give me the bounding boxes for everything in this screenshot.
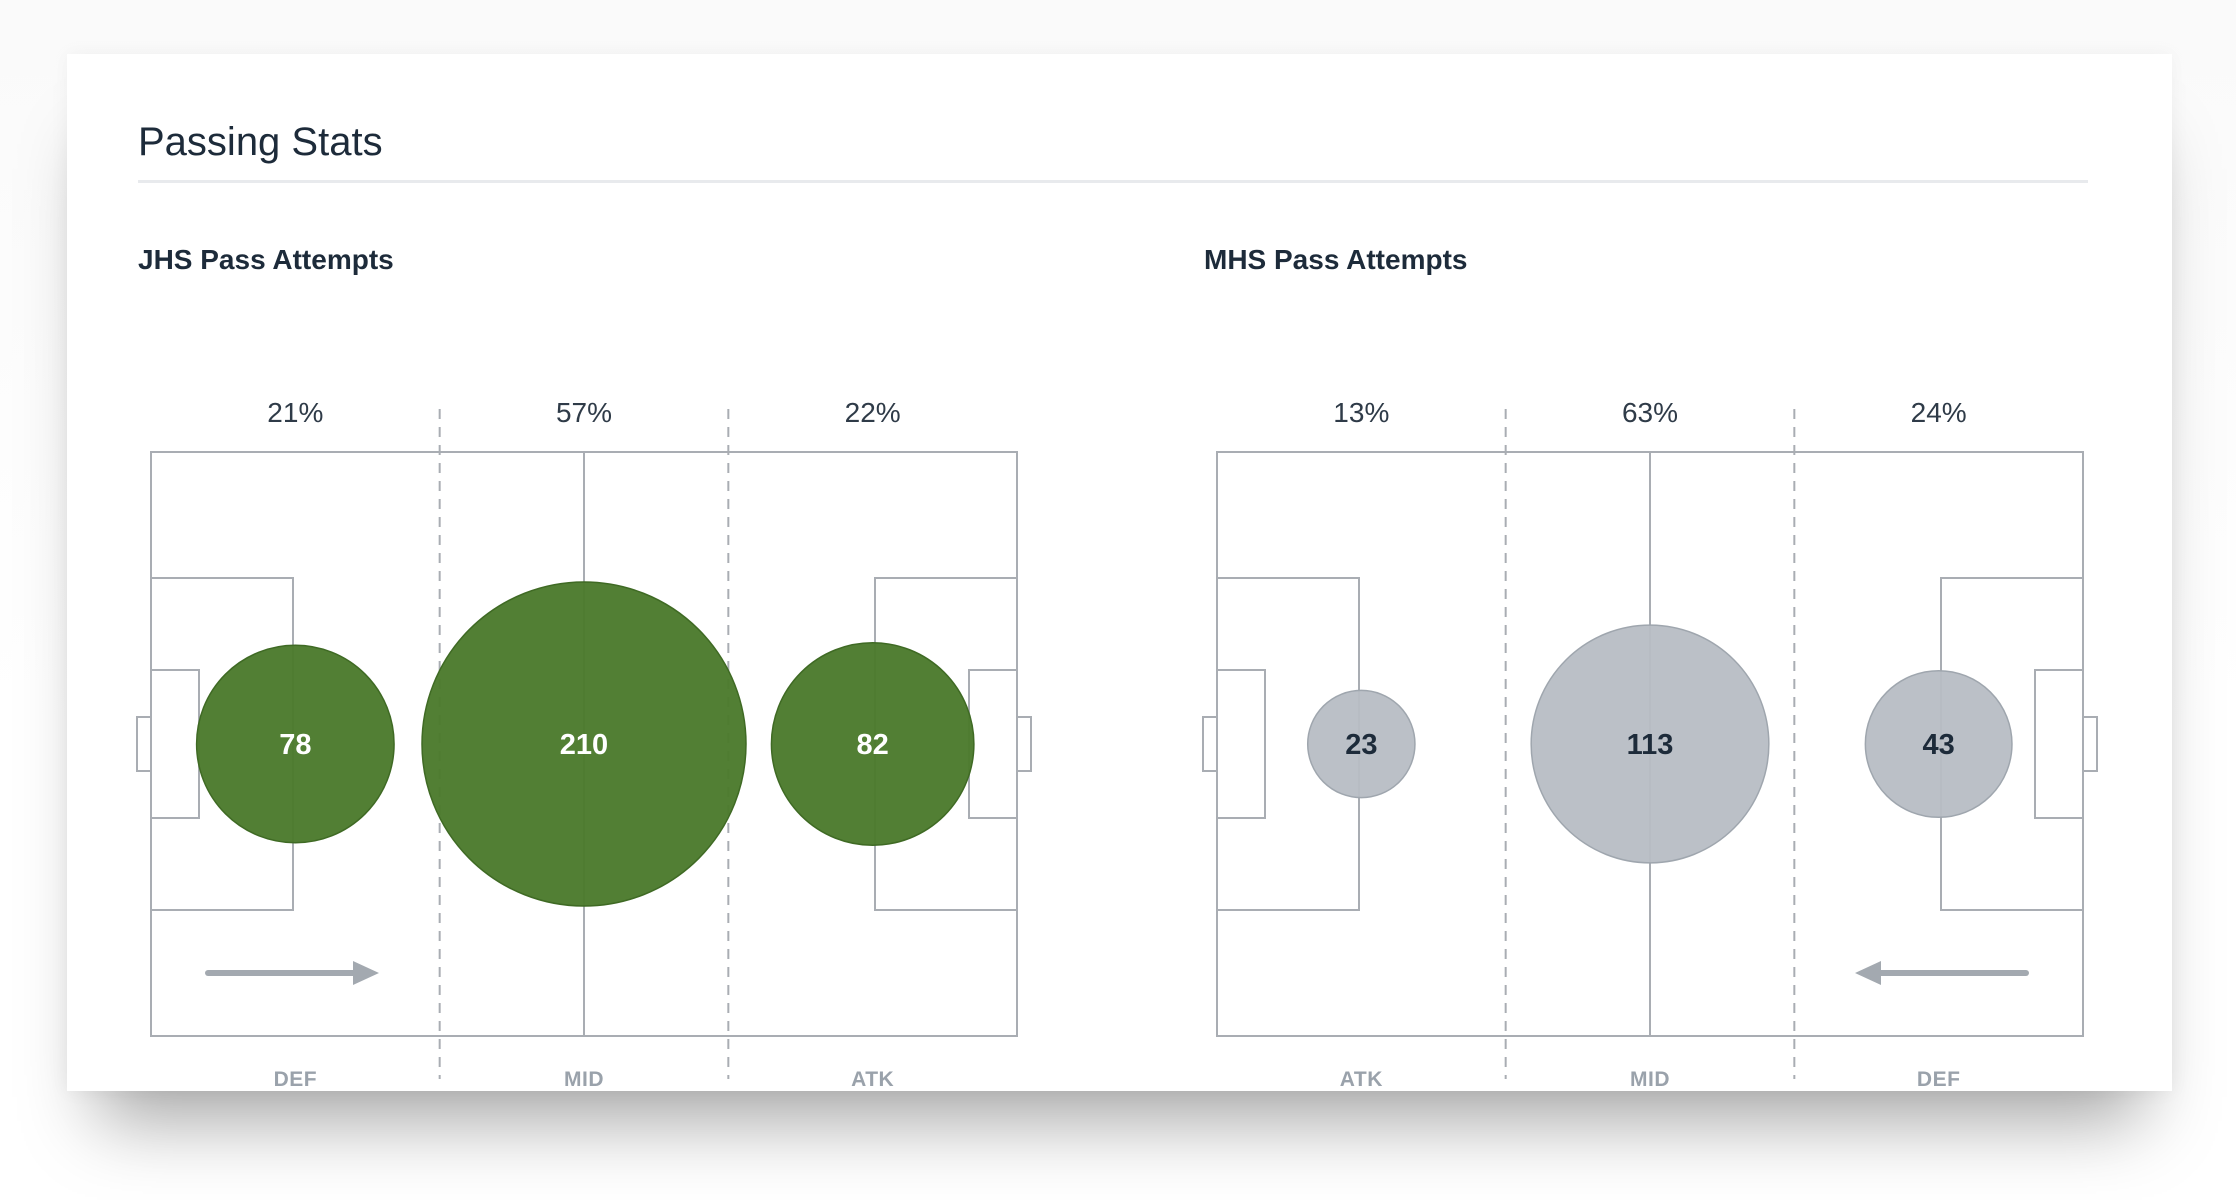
section-title: Passing Stats bbox=[138, 120, 383, 164]
pass-bubble bbox=[421, 581, 747, 907]
attack-direction-arrowhead bbox=[1855, 961, 1881, 985]
bubble-value-label: 43 bbox=[1923, 729, 1955, 761]
zone-percentage-label: 57% bbox=[556, 397, 612, 428]
bubble-value-label: 23 bbox=[1345, 729, 1377, 761]
away-pitch-chart: 13% ATK 23 63% MID 113 24% DEF 43 bbox=[1202, 397, 2098, 1091]
zone-label: DEF bbox=[274, 1068, 318, 1091]
left-goal bbox=[136, 716, 152, 772]
passing-stats-card: Passing Stats JHS Pass Attempts 21% DEF 78… bbox=[67, 54, 2172, 1091]
left-goal bbox=[1202, 716, 1218, 772]
pitch-group: 21% DEF 78 57% MID 210 22% ATK 82 bbox=[136, 397, 1032, 1091]
bubble-value-label: 82 bbox=[857, 729, 889, 761]
zone-percentage-label: 13% bbox=[1333, 397, 1389, 428]
zone-label: MID bbox=[564, 1068, 604, 1091]
pass-bubble bbox=[1864, 669, 2013, 819]
right-goal-area bbox=[2034, 669, 2084, 819]
zone-percentage-label: 21% bbox=[267, 397, 323, 428]
zone-label: DEF bbox=[1917, 1068, 1961, 1091]
zone-percentage-label: 24% bbox=[1911, 397, 1967, 428]
right-goal bbox=[1016, 716, 1032, 772]
bubble-value-label: 210 bbox=[560, 729, 608, 761]
pitch-group: 13% ATK 23 63% MID 113 24% DEF 43 bbox=[1202, 397, 2098, 1091]
bubble-value-label: 78 bbox=[279, 729, 311, 761]
left-goal-area bbox=[1216, 669, 1266, 819]
pass-bubble bbox=[195, 644, 395, 844]
right-goal-area bbox=[968, 669, 1018, 819]
zone-percentage-label: 22% bbox=[845, 397, 901, 428]
right-goal bbox=[2082, 716, 2098, 772]
zone-label: ATK bbox=[1340, 1068, 1383, 1091]
bubble-value-label: 113 bbox=[1627, 729, 1674, 761]
home-pass-panel: JHS Pass Attempts 21% DEF 78 57% MID 210 22% AT… bbox=[136, 244, 1098, 1104]
zone-label: MID bbox=[1630, 1068, 1670, 1091]
left-goal-area bbox=[150, 669, 200, 819]
attack-direction-arrowhead bbox=[353, 961, 379, 985]
title-divider bbox=[138, 180, 2088, 183]
pass-bubble bbox=[770, 642, 975, 846]
home-pitch-chart: 21% DEF 78 57% MID 210 22% ATK 82 bbox=[136, 397, 1032, 1091]
pass-bubble bbox=[1306, 689, 1416, 799]
away-pass-panel: MHS Pass Attempts 13% ATK 23 63% MID 113 24% DE… bbox=[1202, 244, 2164, 1104]
home-panel-title: JHS Pass Attempts bbox=[138, 244, 394, 275]
zone-label: ATK bbox=[851, 1068, 894, 1091]
pass-bubble bbox=[1530, 624, 1770, 864]
away-panel-title: MHS Pass Attempts bbox=[1204, 244, 1468, 275]
zone-percentage-label: 63% bbox=[1622, 397, 1678, 428]
